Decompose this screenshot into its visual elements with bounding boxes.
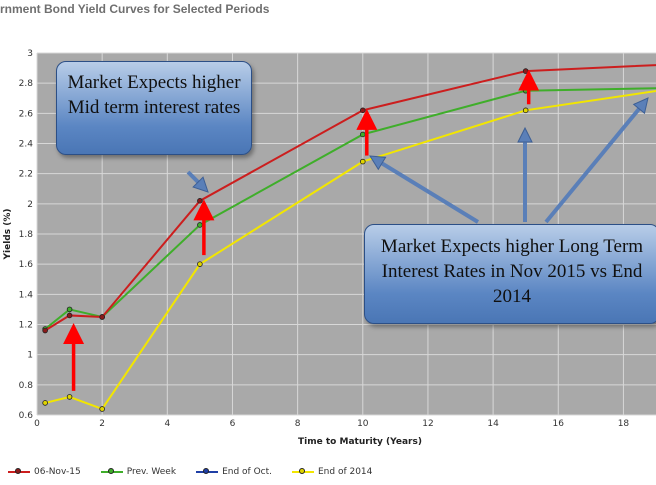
chart-title: rnment Bond Yield Curves for Selected Pe… (0, 2, 270, 16)
data-point (359, 131, 366, 138)
y-axis-label: Yields (%) (3, 209, 13, 261)
data-point (522, 68, 529, 74)
x-tick-label: 14 (487, 419, 499, 429)
y-tick-label: 1.2 (19, 321, 33, 331)
data-point (42, 400, 48, 406)
tick-layer: 0.6 0.8 1 1.2 1.4 1.6 1.8 2 2.2 2.4 2.6 2.8 3 0 2 4 6 8 10… (19, 49, 630, 429)
data-point (359, 107, 366, 114)
legend-label: Prev. Week (126, 467, 177, 477)
x-tick-label: 4 (164, 419, 170, 429)
blue-arrow-head (192, 176, 209, 193)
y-tick-label: 1 (27, 351, 33, 361)
data-point (66, 394, 73, 400)
mid-term-callout: Market Expects higher Mid term interest … (56, 61, 252, 155)
x-tick-label: 16 (553, 419, 565, 429)
x-tick-label: 0 (34, 419, 40, 429)
data-point (66, 306, 73, 313)
blue-arrow-head (517, 126, 533, 143)
y-tick-label: 3 (27, 49, 33, 59)
data-point (197, 222, 203, 228)
data-point (359, 158, 366, 165)
legend-item[interactable]: 06-Nov-15 (8, 467, 81, 477)
y-tick-label: 0.8 (19, 381, 34, 391)
legend-item[interactable]: End of 2014 (291, 467, 373, 477)
blue-arrow-shaft (380, 161, 480, 224)
y-tick-label: 2.6 (19, 109, 34, 119)
data-point (99, 406, 105, 412)
data-point (197, 261, 203, 267)
annotation-arrows (63, 69, 649, 391)
blue-arrow-shaft (186, 170, 200, 184)
blue-arrow-head (369, 155, 387, 171)
legend-swatch-icon (8, 468, 30, 476)
legend-label: End of 2014 (317, 467, 373, 477)
data-point (66, 312, 73, 319)
x-tick-label: 2 (99, 419, 105, 429)
x-tick-label: 18 (618, 419, 630, 429)
x-axis-label: Time to Maturity (Years) (298, 437, 422, 447)
data-point (99, 314, 105, 320)
x-tick-label: 10 (357, 419, 369, 429)
blue-arrow-shaft (544, 107, 641, 224)
legend-item[interactable]: Prev. Week (100, 467, 177, 477)
data-point (42, 327, 48, 334)
y-tick-label: 2.4 (19, 140, 34, 150)
data-point (197, 198, 203, 204)
legend-label: 06-Nov-15 (34, 467, 81, 477)
x-tick-label: 6 (230, 419, 236, 429)
legend-swatch-icon (196, 468, 219, 476)
y-tick-label: 1.8 (19, 230, 34, 240)
y-tick-label: 2.8 (19, 79, 34, 89)
long-term-callout: Market Expects higher Long Term Interest… (364, 224, 656, 324)
data-point (522, 107, 529, 114)
legend-item[interactable]: End of Oct. (196, 467, 272, 477)
x-tick-label: 8 (295, 419, 301, 429)
y-tick-label: 0.6 (19, 411, 34, 421)
blue-arrow-head (632, 97, 649, 115)
legend: 06-Nov-15 Prev. Week End of Oct. End of 201… (8, 467, 372, 477)
y-tick-label: 1.4 (19, 290, 34, 300)
y-tick-label: 2 (27, 200, 33, 210)
legend-swatch-icon (291, 468, 314, 476)
x-tick-label: 12 (422, 419, 433, 429)
legend-swatch-icon (100, 468, 123, 476)
y-tick-label: 1.6 (19, 260, 34, 270)
y-tick-label: 2.2 (19, 170, 33, 180)
legend-label: End of Oct. (222, 467, 272, 477)
